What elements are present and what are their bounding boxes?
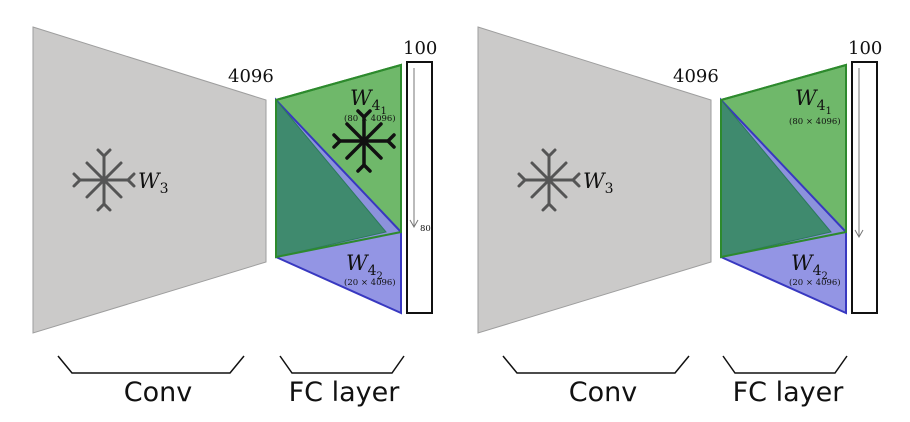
panel-1: W3 4096 W41 (80 × 4096) W42 (20 × 4096) …: [32, 26, 437, 408]
conv-weight-label: W3: [583, 169, 614, 197]
panel-2: W3 4096 W41 (80 × 4096) W42 (20 × 4096) …: [477, 26, 882, 408]
fc-label: FC layer: [289, 377, 401, 408]
w41-label: W41: [350, 86, 387, 117]
w42-dims: (20 × 4096): [789, 277, 841, 288]
conv-brace: [57, 355, 245, 374]
fc-brace: [722, 355, 848, 374]
conv-block: [477, 26, 712, 334]
conv-weight-label: W3: [138, 169, 169, 197]
conv-output-size: 4096: [673, 66, 719, 87]
w42-label: W42: [346, 251, 383, 282]
w41-dims: (80 × 4096): [789, 116, 841, 127]
fc-output-size: 100: [848, 38, 882, 59]
w41-dims: (80 × 4096): [344, 113, 396, 124]
conv-output-size: 4096: [228, 66, 274, 87]
fc-output-box: [406, 61, 433, 314]
w41-outline: [275, 63, 402, 259]
conv-label: Conv: [124, 377, 192, 408]
conv-brace: [502, 355, 690, 374]
split-arrow-head: [854, 229, 864, 239]
fc-brace: [279, 355, 405, 374]
w42-label: W42: [791, 251, 828, 282]
split-arrow-head: [409, 219, 419, 229]
fc-output-box: [851, 61, 878, 314]
w42-dims: (20 × 4096): [344, 277, 396, 288]
fc-output-size: 100: [403, 38, 437, 59]
w41-label: W41: [795, 86, 832, 117]
fc-label: FC layer: [733, 377, 845, 408]
split-marker: 80: [420, 224, 431, 234]
w41-outline: [720, 63, 847, 259]
conv-block: [32, 26, 267, 334]
conv-label: Conv: [569, 377, 637, 408]
